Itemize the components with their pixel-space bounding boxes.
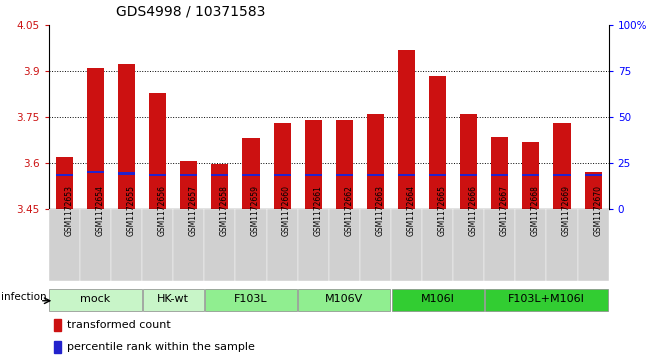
Bar (204, 209, 236, 281)
Bar (212, 174, 229, 176)
Text: GSM1172669: GSM1172669 (562, 185, 571, 236)
Bar (336, 120, 353, 209)
Text: GSM1172668: GSM1172668 (531, 185, 540, 236)
Bar (242, 138, 260, 209)
Bar (460, 114, 477, 209)
Bar (360, 209, 391, 281)
Bar (236, 209, 266, 281)
Bar (111, 209, 142, 281)
Bar (118, 172, 135, 175)
Text: GSM1172657: GSM1172657 (189, 185, 198, 236)
Text: M106V: M106V (326, 294, 363, 304)
Bar (56, 157, 73, 209)
Bar (585, 174, 602, 176)
Bar (87, 68, 104, 209)
Text: GSM1172666: GSM1172666 (469, 185, 478, 236)
Text: transformed count: transformed count (67, 320, 171, 330)
Bar (173, 209, 204, 281)
Bar (273, 123, 290, 209)
Bar (87, 171, 104, 173)
Bar (336, 174, 353, 176)
Bar (492, 174, 508, 176)
Text: GSM1172663: GSM1172663 (376, 185, 384, 236)
Text: GSM1172664: GSM1172664 (406, 185, 415, 236)
Bar (298, 209, 329, 281)
Bar (422, 209, 453, 281)
Text: GSM1172660: GSM1172660 (282, 185, 291, 236)
Text: GSM1172656: GSM1172656 (158, 185, 167, 236)
Bar (118, 64, 135, 209)
Bar (522, 174, 540, 176)
Bar (553, 123, 570, 209)
Text: HK-wt: HK-wt (158, 294, 189, 304)
FancyBboxPatch shape (392, 289, 484, 311)
Bar (492, 137, 508, 209)
Bar (453, 209, 484, 281)
Text: percentile rank within the sample: percentile rank within the sample (67, 342, 255, 352)
Text: mock: mock (80, 294, 111, 304)
Text: M106I: M106I (421, 294, 454, 304)
Bar (585, 172, 602, 209)
Bar (329, 209, 360, 281)
Bar (522, 142, 540, 209)
Bar (142, 209, 173, 281)
Bar (80, 209, 111, 281)
FancyBboxPatch shape (143, 289, 204, 311)
FancyBboxPatch shape (298, 289, 391, 311)
Text: GSM1172659: GSM1172659 (251, 185, 260, 236)
Text: GSM1172658: GSM1172658 (220, 185, 229, 236)
Text: GSM1172661: GSM1172661 (313, 185, 322, 236)
Text: GSM1172670: GSM1172670 (593, 185, 602, 236)
FancyBboxPatch shape (49, 289, 141, 311)
Bar (180, 162, 197, 209)
Bar (212, 164, 229, 209)
Bar (429, 76, 446, 209)
Bar (56, 174, 73, 176)
Text: F103L: F103L (234, 294, 268, 304)
Bar (305, 174, 322, 176)
Bar (553, 174, 570, 176)
Bar (367, 114, 384, 209)
Bar (180, 174, 197, 176)
Bar (484, 209, 516, 281)
Bar (546, 209, 577, 281)
FancyBboxPatch shape (205, 289, 297, 311)
Text: GSM1172667: GSM1172667 (500, 185, 509, 236)
Text: GSM1172662: GSM1172662 (344, 185, 353, 236)
Bar (516, 209, 546, 281)
Bar (429, 174, 446, 176)
Bar (273, 174, 290, 176)
Text: GSM1172653: GSM1172653 (64, 185, 74, 236)
Text: GSM1172665: GSM1172665 (437, 185, 447, 236)
Bar (305, 120, 322, 209)
Text: infection: infection (1, 292, 47, 302)
FancyBboxPatch shape (485, 289, 608, 311)
Text: GSM1172654: GSM1172654 (96, 185, 104, 236)
Bar (149, 93, 166, 209)
Bar (149, 174, 166, 176)
Bar (55, 319, 61, 331)
Bar (391, 209, 422, 281)
Text: GDS4998 / 10371583: GDS4998 / 10371583 (116, 4, 266, 18)
Bar (367, 174, 384, 176)
Bar (266, 209, 298, 281)
Bar (460, 174, 477, 176)
Text: F103L+M106I: F103L+M106I (508, 294, 585, 304)
Bar (242, 174, 260, 176)
Bar (398, 174, 415, 176)
Bar (55, 340, 61, 353)
Bar (577, 209, 609, 281)
Text: GSM1172655: GSM1172655 (126, 185, 135, 236)
Bar (49, 209, 80, 281)
Bar (398, 50, 415, 209)
